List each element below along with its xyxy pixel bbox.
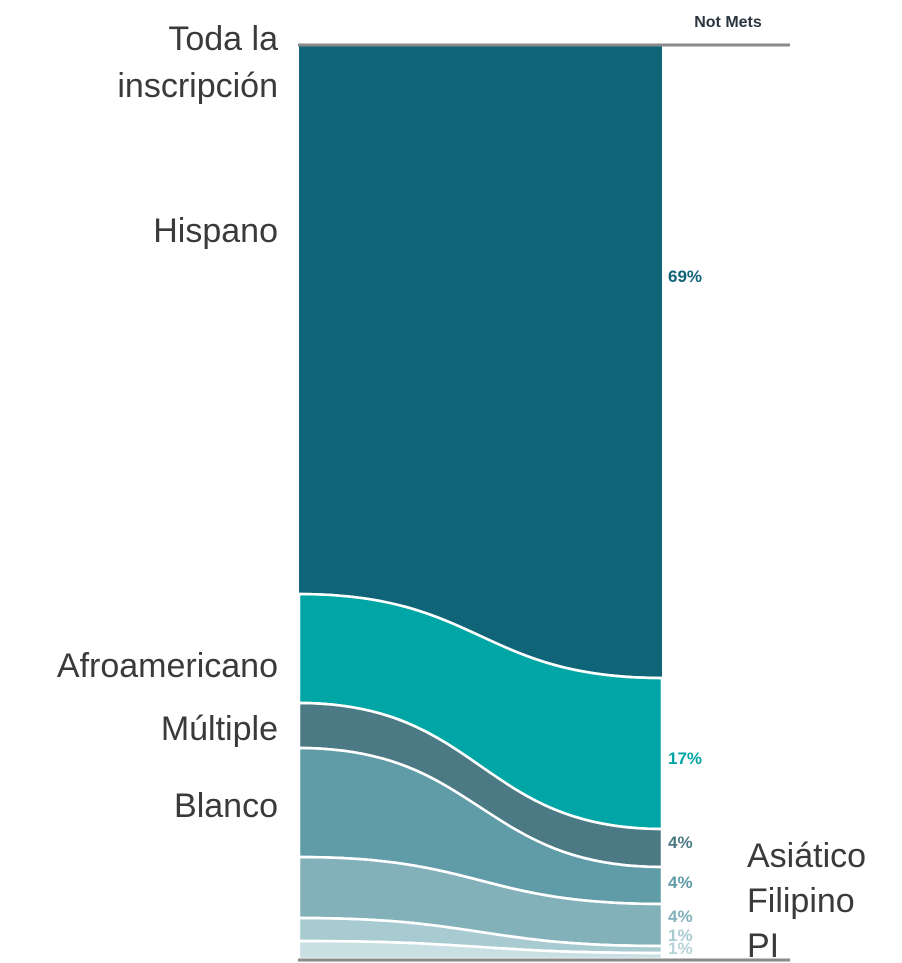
label-pi: PI [747,927,779,963]
chart-bands [297,46,664,961]
percent-label-1: 69% [668,267,702,286]
band-separator-2 [298,701,663,831]
band-separator-6 [298,939,663,955]
band-separator-3 [298,746,663,869]
band-separator-5 [298,916,663,948]
band-separator-4 [298,855,663,906]
column-header: Not Mets [694,14,762,31]
percent-labels: 69%17%4%4%4%1%1% [668,267,702,958]
band-1 [299,46,662,678]
percent-label-5: 4% [668,907,693,926]
label-toda-la: Toda la [168,20,278,58]
label-blanco: Blanco [174,787,278,825]
band-separator-1 [298,592,663,680]
percent-label-7: 1% [668,939,693,958]
label-hispano: Hispano [153,212,278,250]
label-inscripcion: inscripción [117,67,278,105]
percent-label-4: 4% [668,873,693,892]
percent-label-6: 1% [668,926,693,945]
percent-label-3: 4% [668,833,693,852]
label-filipino: Filipino [747,882,855,920]
label-multiple: Múltiple [161,710,278,748]
percent-label-2: 17% [668,749,702,768]
label-afroamericano: Afroamericano [57,647,278,685]
label-asiatico: Asiático [747,837,866,875]
